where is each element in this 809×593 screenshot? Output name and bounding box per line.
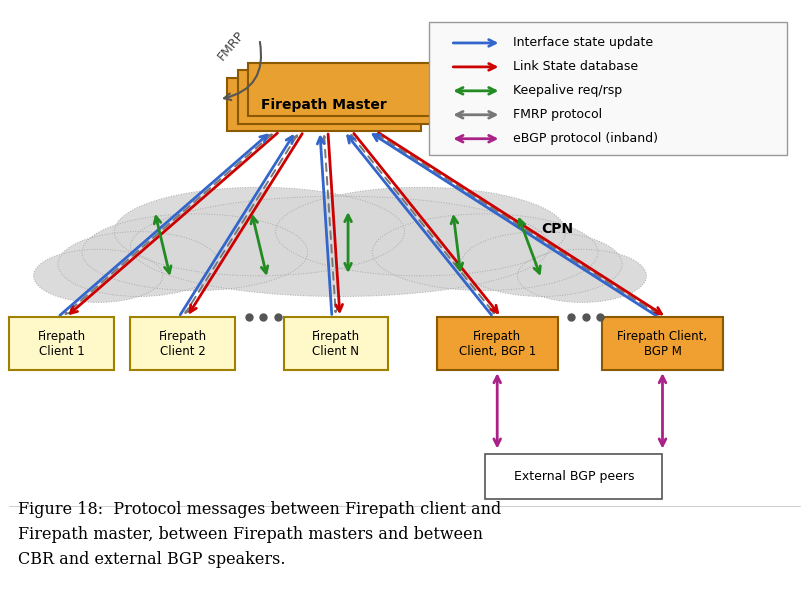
Text: eBGP protocol (inband): eBGP protocol (inband) xyxy=(514,132,659,145)
Ellipse shape xyxy=(461,232,622,296)
Text: Firepath
Client 1: Firepath Client 1 xyxy=(38,330,86,358)
FancyBboxPatch shape xyxy=(248,63,442,116)
Ellipse shape xyxy=(114,187,404,276)
Ellipse shape xyxy=(34,249,163,302)
FancyBboxPatch shape xyxy=(130,317,235,370)
Text: FMRP protocol: FMRP protocol xyxy=(514,109,603,122)
Ellipse shape xyxy=(276,187,565,276)
Ellipse shape xyxy=(130,196,549,296)
FancyBboxPatch shape xyxy=(227,78,421,131)
Text: Interface state update: Interface state update xyxy=(514,36,654,49)
FancyBboxPatch shape xyxy=(238,71,431,123)
Text: Firepath Master: Firepath Master xyxy=(261,98,387,111)
Ellipse shape xyxy=(518,249,646,302)
Text: Firepath
Client 2: Firepath Client 2 xyxy=(159,330,207,358)
Ellipse shape xyxy=(372,214,598,291)
Text: Firepath Client,
BGP M: Firepath Client, BGP M xyxy=(617,330,708,358)
Text: Keepalive req/rsp: Keepalive req/rsp xyxy=(514,84,622,97)
Ellipse shape xyxy=(82,214,307,291)
FancyBboxPatch shape xyxy=(429,22,787,155)
Text: Firepath master, between Firepath masters and between: Firepath master, between Firepath master… xyxy=(18,526,482,543)
Ellipse shape xyxy=(57,232,219,296)
Text: Firepath
Client, BGP 1: Firepath Client, BGP 1 xyxy=(459,330,536,358)
Text: Link State database: Link State database xyxy=(514,60,638,74)
Text: CBR and external BGP speakers.: CBR and external BGP speakers. xyxy=(18,551,285,568)
FancyBboxPatch shape xyxy=(437,317,557,370)
Text: Firepath
Client N: Firepath Client N xyxy=(312,330,360,358)
FancyBboxPatch shape xyxy=(485,454,663,499)
FancyBboxPatch shape xyxy=(602,317,723,370)
FancyBboxPatch shape xyxy=(10,317,114,370)
Text: CPN: CPN xyxy=(541,222,574,235)
Text: FMRP: FMRP xyxy=(215,29,247,63)
FancyBboxPatch shape xyxy=(284,317,388,370)
Text: Figure 18:  Protocol messages between Firepath client and: Figure 18: Protocol messages between Fir… xyxy=(18,501,501,518)
Text: External BGP peers: External BGP peers xyxy=(514,470,634,483)
